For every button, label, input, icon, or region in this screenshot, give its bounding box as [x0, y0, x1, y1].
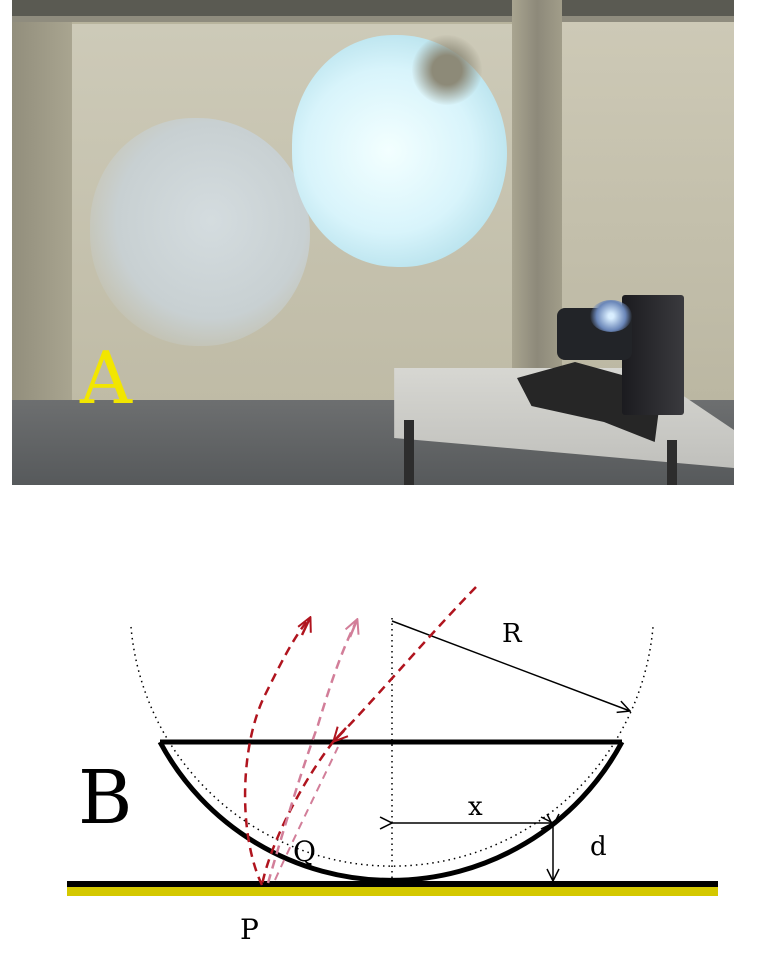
- spot-shadow: [412, 35, 482, 105]
- panel-a-label: A: [80, 336, 132, 420]
- inner-ray-q: [274, 746, 339, 881]
- diagram-panel: B R Q P x d: [0, 485, 764, 956]
- wall-pillar: [512, 0, 562, 440]
- depth-d-label: d: [590, 832, 607, 862]
- left-wall: [12, 22, 72, 432]
- lens-diagram: B R Q P x d: [67, 586, 718, 946]
- radius-label: R: [502, 619, 523, 649]
- photo-panel: A: [12, 0, 734, 485]
- base-stripe: [67, 887, 718, 896]
- dim-light-spot: [90, 118, 310, 346]
- distance-x-label: x: [468, 792, 483, 822]
- reflected-ray-p-arrowhead: [302, 618, 310, 636]
- ceiling-edge: [12, 16, 734, 22]
- table-leg: [667, 440, 677, 485]
- reflected-ray-q-arrowhead: [350, 620, 357, 638]
- lamp-glow: [590, 300, 632, 332]
- panel-b-label: B: [78, 755, 132, 841]
- reflected-ray-q: [266, 621, 358, 884]
- lens-curved-surface: [157, 740, 625, 883]
- reflected-ray-p: [243, 619, 309, 886]
- projector: [622, 295, 684, 415]
- point-p-label: P: [240, 913, 259, 946]
- table-leg: [404, 420, 414, 485]
- ceiling: [12, 0, 734, 16]
- point-q-label: Q: [293, 835, 316, 868]
- incident-ray-arrowhead: [334, 728, 346, 741]
